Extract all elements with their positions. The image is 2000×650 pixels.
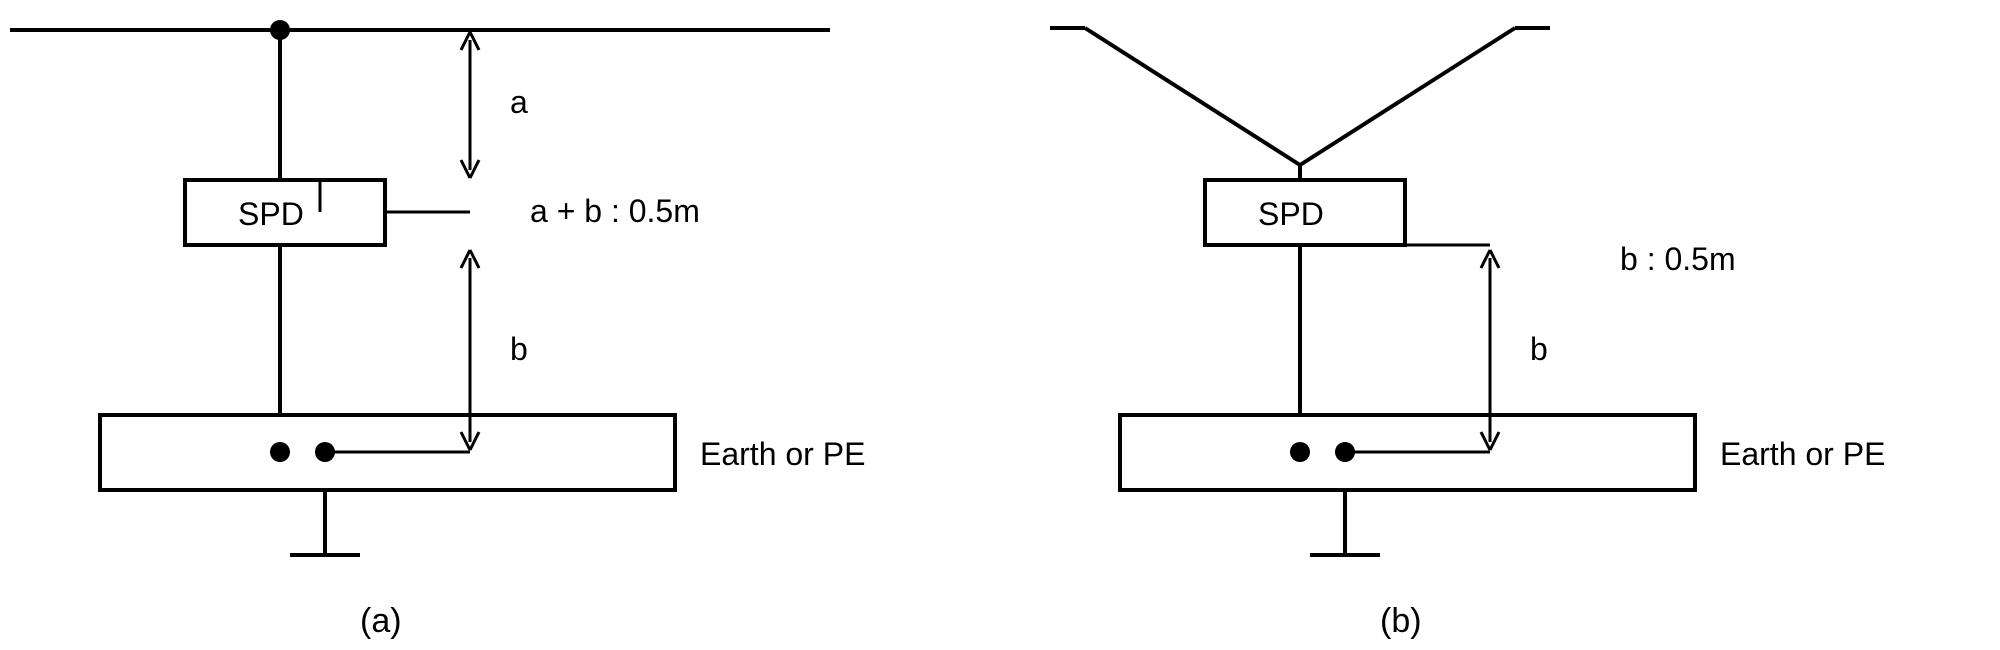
right-earth-label: Earth or PE	[1720, 436, 1885, 472]
right-arrow-b-label: b	[1530, 331, 1548, 367]
right-v-right	[1300, 28, 1515, 165]
left-earth-label: Earth or PE	[700, 436, 865, 472]
left-arrow-a-label: a	[510, 84, 528, 120]
left-spd-label: SPD	[238, 196, 304, 232]
left-sum-label: a + b : 0.5m	[530, 193, 700, 229]
left-arrow-b-label: b	[510, 331, 528, 367]
right-caption: (b)	[1380, 602, 1422, 640]
left-earth-junction-1	[270, 442, 290, 462]
right-v-left	[1085, 28, 1300, 165]
right-spd-label: SPD	[1258, 196, 1324, 232]
right-earth-junction-1	[1290, 442, 1310, 462]
left-caption: (a)	[360, 602, 402, 640]
right-b-value-label: b : 0.5m	[1620, 241, 1736, 277]
